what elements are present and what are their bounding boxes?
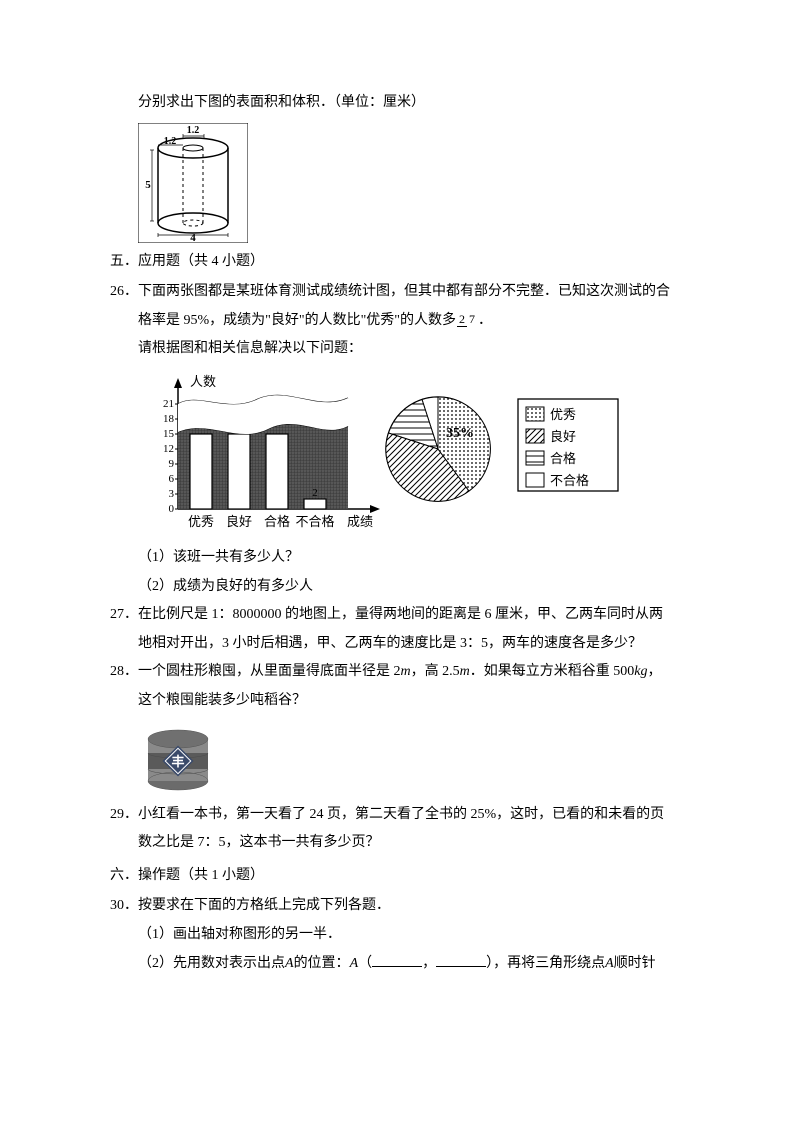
svg-text:良好: 良好 — [550, 429, 576, 444]
cyl-label-top2: 1.2 — [164, 136, 177, 147]
q26-sub1: （1）该班一共有多少人？ — [110, 545, 683, 572]
svg-text:18: 18 — [163, 413, 175, 425]
svg-text:不合格: 不合格 — [295, 514, 334, 529]
cyl-label-top1: 1.2 — [187, 125, 200, 136]
svg-text:优秀: 优秀 — [550, 407, 576, 422]
svg-text:丰: 丰 — [171, 754, 184, 769]
charts-svg: 0 3 6 9 12 15 18 21 人数 — [138, 369, 658, 539]
cyl-label-w: 4 — [190, 232, 196, 243]
blank-input[interactable] — [436, 953, 486, 967]
q28-line1: 28．一个圆柱形粮囤，从里面量得底面半径是 2m，高 2.5m．如果每立方米稻谷… — [110, 659, 683, 686]
svg-text:15: 15 — [163, 428, 175, 440]
svg-text:6: 6 — [169, 473, 175, 485]
cylinder-figure: 1.2 1.2 5 4 — [138, 123, 683, 243]
q29-line1: 29．小红看一本书，第一天看了 24 页，第二天看了全书的 25%，这时，已看的… — [110, 802, 683, 829]
cyl-label-h: 5 — [145, 179, 151, 191]
svg-text:9: 9 — [169, 458, 175, 470]
q26-line1: 26．下面两张图都是某班体育测试成绩统计图，但其中都有部分不完整．已知这次测试的… — [110, 279, 683, 306]
blank-input[interactable] — [372, 953, 422, 967]
svg-text:合格: 合格 — [550, 451, 576, 466]
svg-text:3: 3 — [169, 488, 175, 500]
cylinder-svg: 1.2 1.2 5 4 — [138, 123, 248, 243]
grain-figure: 丰 — [138, 721, 683, 796]
q26-line3: 请根据图和相关信息解决以下问题： — [110, 336, 683, 363]
q28-line2: 这个粮囤能装多少吨稻谷？ — [110, 688, 683, 715]
q27-line2: 地相对开出，3 小时后相遇，甲、乙两车的速度比是 3：5，两车的速度各是多少？ — [110, 631, 683, 658]
svg-text:12: 12 — [163, 443, 174, 455]
svg-text:35%: 35% — [446, 426, 474, 441]
svg-text:21: 21 — [163, 398, 174, 410]
svg-text:2: 2 — [312, 487, 318, 499]
section6-head: 六．操作题（共 1 小题） — [110, 863, 683, 890]
section5-head: 五．应用题（共 4 小题） — [110, 249, 683, 276]
intro-text: 分别求出下图的表面积和体积．（单位：厘米） — [110, 90, 683, 117]
q30-sub1: （1）画出轴对称图形的另一半． — [110, 922, 683, 949]
q30-line1: 30．按要求在下面的方格纸上完成下列各题． — [110, 893, 683, 920]
grain-svg: 丰 — [138, 721, 218, 796]
svg-text:合格: 合格 — [264, 514, 290, 529]
svg-text:人数: 人数 — [190, 374, 216, 389]
svg-text:0: 0 — [169, 503, 175, 515]
q26-sub2: （2）成绩为良好的有多少人 — [110, 574, 683, 601]
svg-text:优秀: 优秀 — [188, 514, 214, 529]
q29-line2: 数之比是 7：5，这本书一共有多少页？ — [110, 830, 683, 857]
svg-text:不合格: 不合格 — [550, 473, 589, 488]
svg-text:成绩: 成绩 — [347, 514, 373, 529]
q27-line1: 27．在比例尺是 1：8000000 的地图上，量得两地间的距离是 6 厘米，甲… — [110, 602, 683, 629]
charts-figure: 0 3 6 9 12 15 18 21 人数 — [138, 369, 683, 539]
svg-text:良好: 良好 — [226, 514, 252, 529]
q30-sub2: （2）先用数对表示出点A的位置：A（，），再将三角形绕点A顺时针 — [110, 951, 683, 978]
q26-line2: 格率是 95%，成绩为"良好"的人数比"优秀"的人数多27． — [110, 308, 683, 335]
